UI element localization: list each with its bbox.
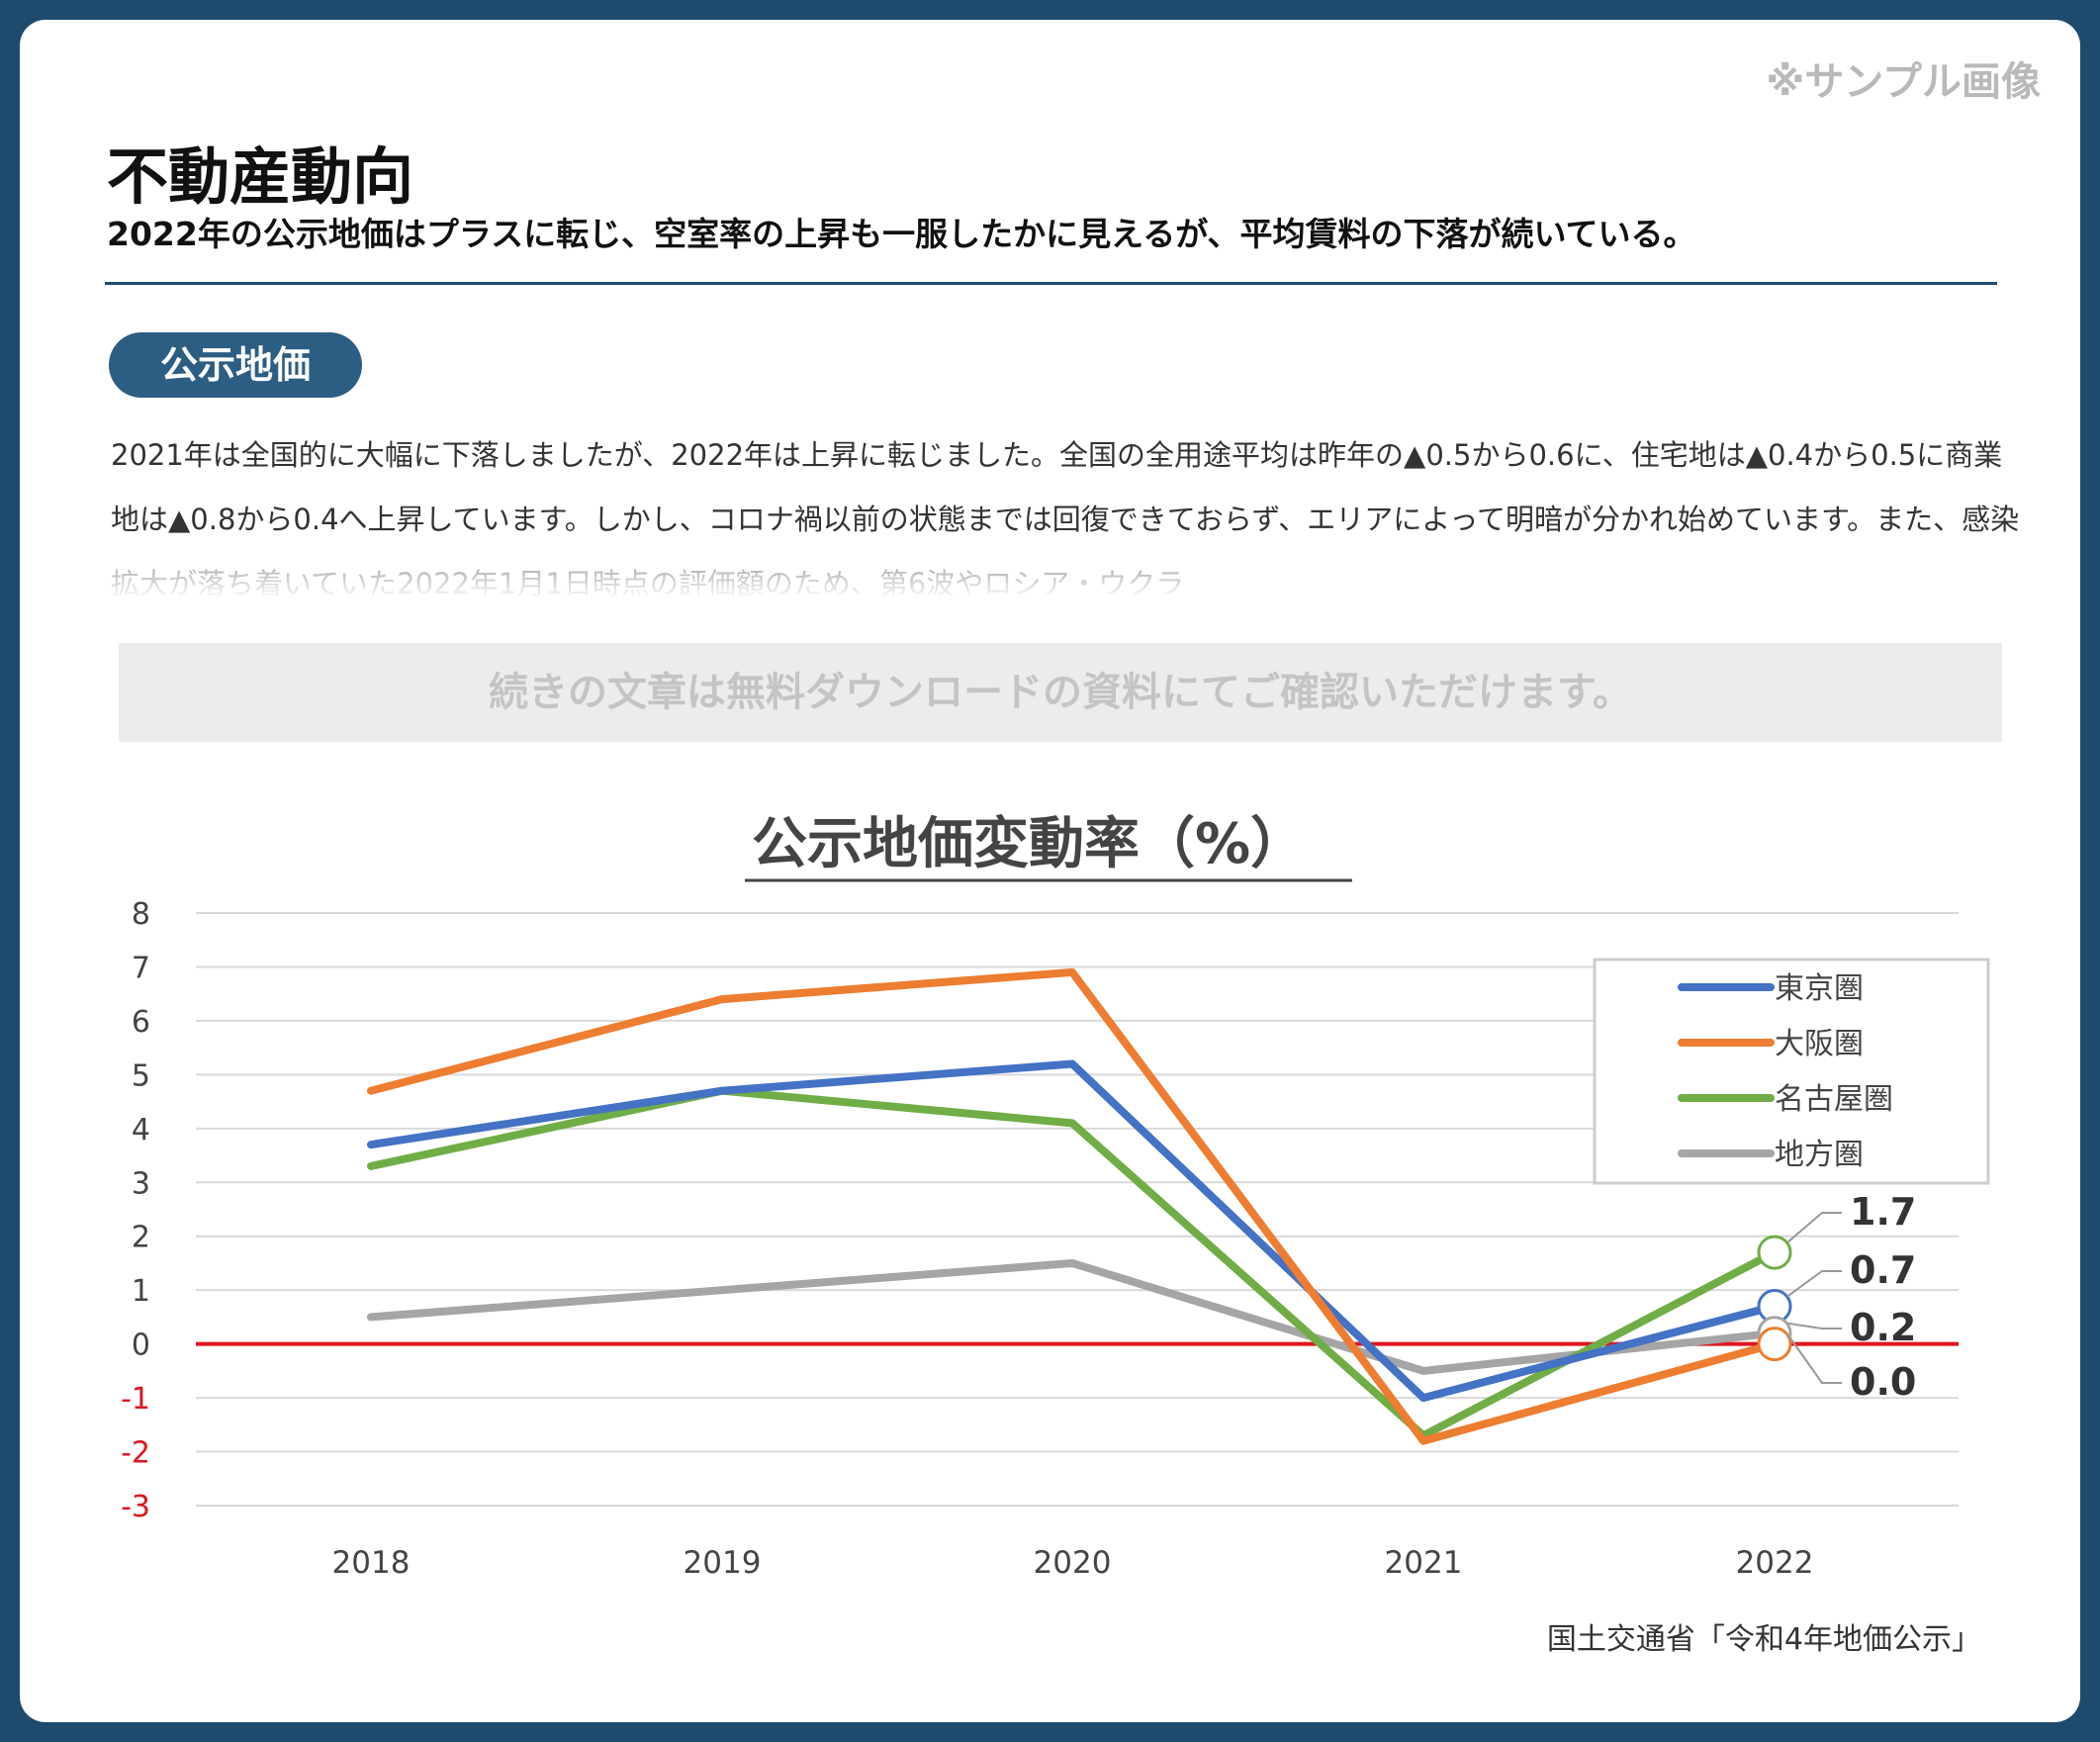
end-value-label: 0.7 xyxy=(1850,1248,1916,1292)
callout-leader xyxy=(1786,1322,1842,1329)
y-tick-label: 7 xyxy=(132,951,150,985)
x-tick-label: 2020 xyxy=(1034,1545,1112,1581)
y-tick-label: 2 xyxy=(132,1221,150,1255)
end-point-marker xyxy=(1757,1327,1792,1362)
title-divider xyxy=(105,282,1997,285)
y-tick-label: 1 xyxy=(132,1274,150,1309)
x-tick-label: 2022 xyxy=(1736,1545,1814,1581)
series-line-0 xyxy=(367,1059,1779,1403)
data-point xyxy=(1420,1367,1426,1374)
data-point xyxy=(1420,1395,1426,1402)
end-value-label: 0.0 xyxy=(1850,1360,1916,1404)
data-point xyxy=(719,1287,725,1294)
y-tick-label: 4 xyxy=(132,1113,150,1147)
chart-title: 公示地価変動率（%） xyxy=(752,812,1306,876)
data-point xyxy=(1069,1259,1075,1266)
data-point xyxy=(368,1142,374,1148)
data-point xyxy=(1069,1060,1075,1067)
callout-leader xyxy=(1786,1333,1842,1384)
y-tick-label: -1 xyxy=(121,1382,150,1417)
data-point xyxy=(1069,968,1075,975)
y-tick-label: -2 xyxy=(121,1436,150,1471)
legend-label: 地方圏 xyxy=(1775,1138,1864,1172)
y-tick-label: 3 xyxy=(132,1166,150,1201)
data-point xyxy=(368,1162,374,1169)
y-tick-label: 6 xyxy=(132,1005,150,1040)
sample-note: ※サンプル画像 xyxy=(1766,59,2041,105)
content-card: ※サンプル画像 不動産動向 2022年の公示地価はプラスに転じ、空室率の上昇も一… xyxy=(20,20,2080,1722)
y-tick-label: 5 xyxy=(132,1058,150,1093)
series-line-1 xyxy=(367,967,1779,1445)
source-note: 国土交通省「令和4年地価公示」 xyxy=(1546,1622,1981,1657)
y-tick-label: 0 xyxy=(132,1329,150,1363)
callout-leader xyxy=(1786,1270,1842,1298)
section-badge: 公示地価 xyxy=(109,332,362,398)
data-point xyxy=(719,996,725,1003)
page-subtitle: 2022年の公示地価はプラスに転じ、空室率の上昇も一服したかに見えるが、平均賃料… xyxy=(107,215,1696,253)
x-tick-label: 2019 xyxy=(684,1545,762,1581)
y-tick-label: -3 xyxy=(121,1490,150,1524)
x-tick-label: 2018 xyxy=(332,1545,411,1581)
download-cta[interactable]: 続きの文章は無料ダウンロードの資料にてご確認いただけます。 xyxy=(119,643,2002,742)
y-tick-label: 8 xyxy=(132,897,150,932)
legend-label: 東京圏 xyxy=(1775,971,1864,1006)
legend-label: 名古屋圏 xyxy=(1775,1082,1893,1117)
data-point xyxy=(719,1087,725,1094)
end-value-label: 0.2 xyxy=(1850,1306,1916,1349)
legend-box xyxy=(1593,958,1990,1185)
end-point-marker xyxy=(1757,1235,1792,1270)
text-fade-overlay xyxy=(111,544,2020,623)
land-price-chart: 公示地価変動率（%） 8 7 6 5 4 3 2 1 0 -1 -2 -3 2018 2019 2020 2… xyxy=(121,812,1990,1581)
callout-leader xyxy=(1786,1212,1842,1243)
data-point xyxy=(368,1314,374,1321)
data-point xyxy=(1069,1120,1075,1127)
series-line-3 xyxy=(367,1258,1779,1375)
page-title: 不動産動向 xyxy=(107,140,414,213)
data-point xyxy=(368,1087,374,1094)
end-value-label: 1.7 xyxy=(1850,1190,1916,1234)
x-tick-label: 2021 xyxy=(1385,1545,1463,1581)
data-point xyxy=(1420,1437,1426,1444)
legend-label: 大阪圏 xyxy=(1775,1027,1864,1061)
